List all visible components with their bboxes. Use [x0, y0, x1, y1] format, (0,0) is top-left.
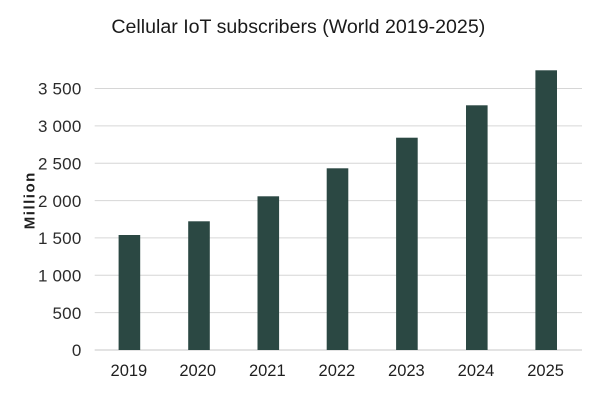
- svg-text:2024: 2024: [458, 362, 495, 380]
- svg-text:500: 500: [53, 304, 82, 323]
- svg-text:2020: 2020: [179, 362, 216, 380]
- svg-text:2023: 2023: [388, 362, 425, 380]
- svg-text:3 500: 3 500: [38, 80, 82, 99]
- svg-text:2022: 2022: [319, 362, 356, 380]
- svg-text:0: 0: [72, 341, 82, 360]
- svg-text:2 500: 2 500: [38, 154, 82, 173]
- svg-text:2019: 2019: [111, 362, 148, 380]
- svg-text:2 000: 2 000: [38, 192, 82, 211]
- svg-text:1 500: 1 500: [38, 229, 82, 248]
- svg-text:3 000: 3 000: [38, 117, 82, 136]
- svg-text:Million: Million: [22, 171, 39, 229]
- svg-text:Cellular IoT subscribers (Worl: Cellular IoT subscribers (World 2019-202…: [111, 16, 485, 38]
- svg-text:1 000: 1 000: [38, 267, 82, 286]
- svg-text:2025: 2025: [527, 362, 564, 380]
- svg-text:2021: 2021: [249, 362, 286, 380]
